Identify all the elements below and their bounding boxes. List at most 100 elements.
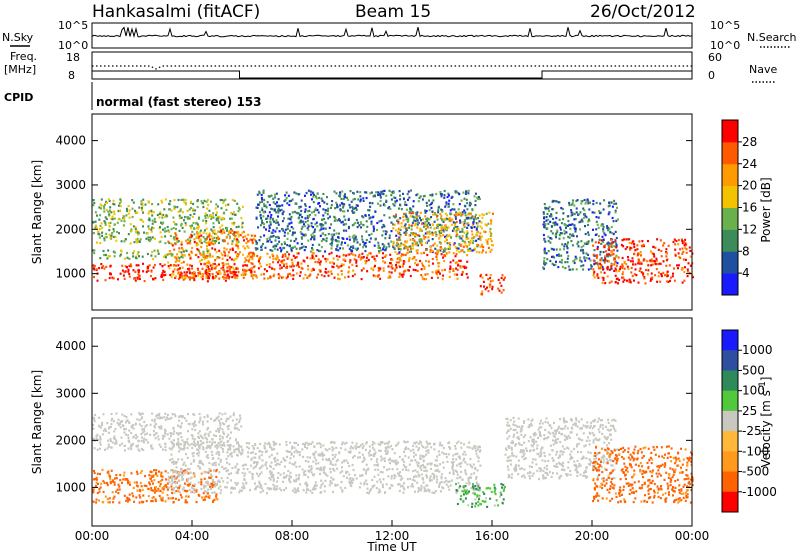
power-cell xyxy=(399,194,401,197)
power-cell xyxy=(402,253,405,256)
power-cell xyxy=(116,221,119,224)
velocity-cell xyxy=(215,483,218,486)
power-cell xyxy=(187,276,190,279)
power-cell xyxy=(206,237,208,240)
power-cell xyxy=(457,264,459,267)
power-cell xyxy=(681,238,683,241)
freq-unit-label: [MHz] xyxy=(4,63,36,76)
power-cell xyxy=(221,254,224,257)
power-cell xyxy=(107,255,110,258)
velocity-cell xyxy=(158,470,160,473)
power-cell xyxy=(287,256,290,259)
power-cell xyxy=(567,224,569,227)
power-cell xyxy=(156,249,159,252)
velocity-cell xyxy=(439,481,442,484)
power-cell xyxy=(148,264,151,267)
power-cell xyxy=(421,264,424,267)
power-cell xyxy=(593,211,596,214)
power-cell xyxy=(173,236,176,239)
power-cell xyxy=(591,238,594,241)
power-cell xyxy=(142,198,145,201)
power-cell xyxy=(479,238,482,241)
power-cell xyxy=(585,242,588,245)
power-cell xyxy=(324,250,327,253)
power-cell xyxy=(235,240,238,244)
power-cell xyxy=(582,268,585,271)
velocity-cell xyxy=(124,477,127,481)
power-cell xyxy=(164,235,167,238)
velocity-cell xyxy=(342,475,345,478)
power-cell xyxy=(183,253,186,257)
velocity-cell xyxy=(184,469,187,472)
power-cell xyxy=(194,209,197,212)
power-cell xyxy=(391,258,394,261)
velocity-cell xyxy=(348,473,351,476)
power-cell xyxy=(244,235,247,238)
power-cell xyxy=(398,190,401,193)
velocity-cell xyxy=(312,488,314,491)
power-cell xyxy=(291,234,294,237)
power-cell xyxy=(554,234,557,237)
power-cell xyxy=(466,226,469,229)
power-cell xyxy=(408,226,410,229)
power-cell xyxy=(569,223,572,226)
power-cell xyxy=(324,234,327,237)
velocity-cell xyxy=(140,447,143,450)
velocity-cell xyxy=(222,431,225,434)
velocity-cell xyxy=(120,436,123,439)
power-cell xyxy=(307,239,310,242)
power-cell xyxy=(100,222,103,225)
velocity-cell xyxy=(92,423,95,426)
power-cell xyxy=(138,275,140,278)
velocity-cell xyxy=(429,479,431,482)
power-cell xyxy=(679,256,682,260)
power-cell xyxy=(543,226,546,229)
power-cell xyxy=(443,248,446,251)
power-cell xyxy=(560,222,563,225)
power-cell xyxy=(238,253,240,256)
power-cell xyxy=(123,240,126,243)
velocity-cell xyxy=(214,419,217,422)
power-cell xyxy=(486,286,488,289)
velocity-cell xyxy=(380,441,382,444)
power-cell xyxy=(343,193,346,196)
power-cell xyxy=(602,251,605,254)
velocity-cell xyxy=(113,483,116,486)
power-cell xyxy=(377,275,379,278)
velocity-cell xyxy=(159,489,162,492)
velocity-cell xyxy=(314,450,317,454)
power-cell xyxy=(193,241,196,244)
velocity-cell xyxy=(456,452,459,455)
velocity-cell xyxy=(138,423,141,426)
power-cell xyxy=(136,211,139,214)
power-cell xyxy=(226,258,229,262)
power-cell xyxy=(374,275,377,278)
power-cell xyxy=(621,276,624,279)
power-cell xyxy=(592,253,595,256)
power-cell xyxy=(146,269,149,272)
velocity-cell xyxy=(174,461,176,464)
power-cell xyxy=(561,243,564,246)
power-cell xyxy=(408,259,411,262)
power-cell xyxy=(435,253,438,256)
power-cell xyxy=(551,208,554,211)
power-cell xyxy=(295,272,298,275)
power-cell xyxy=(543,249,546,252)
power-cell xyxy=(398,207,400,210)
power-cell xyxy=(204,212,207,215)
power-cell xyxy=(341,190,344,193)
power-cell xyxy=(578,221,581,224)
velocity-cell xyxy=(336,467,339,470)
power-cell xyxy=(183,276,186,279)
velocity-cell xyxy=(193,473,196,476)
velocity-cell xyxy=(455,464,458,467)
power-cell xyxy=(309,273,312,276)
velocity-cell xyxy=(207,432,210,435)
velocity-cell xyxy=(388,487,391,490)
power-cell xyxy=(469,201,472,204)
velocity-cell xyxy=(182,470,185,473)
velocity-cell xyxy=(198,494,201,497)
velocity-cell xyxy=(183,445,186,448)
power-cell xyxy=(325,237,328,240)
power-cell xyxy=(554,221,557,224)
